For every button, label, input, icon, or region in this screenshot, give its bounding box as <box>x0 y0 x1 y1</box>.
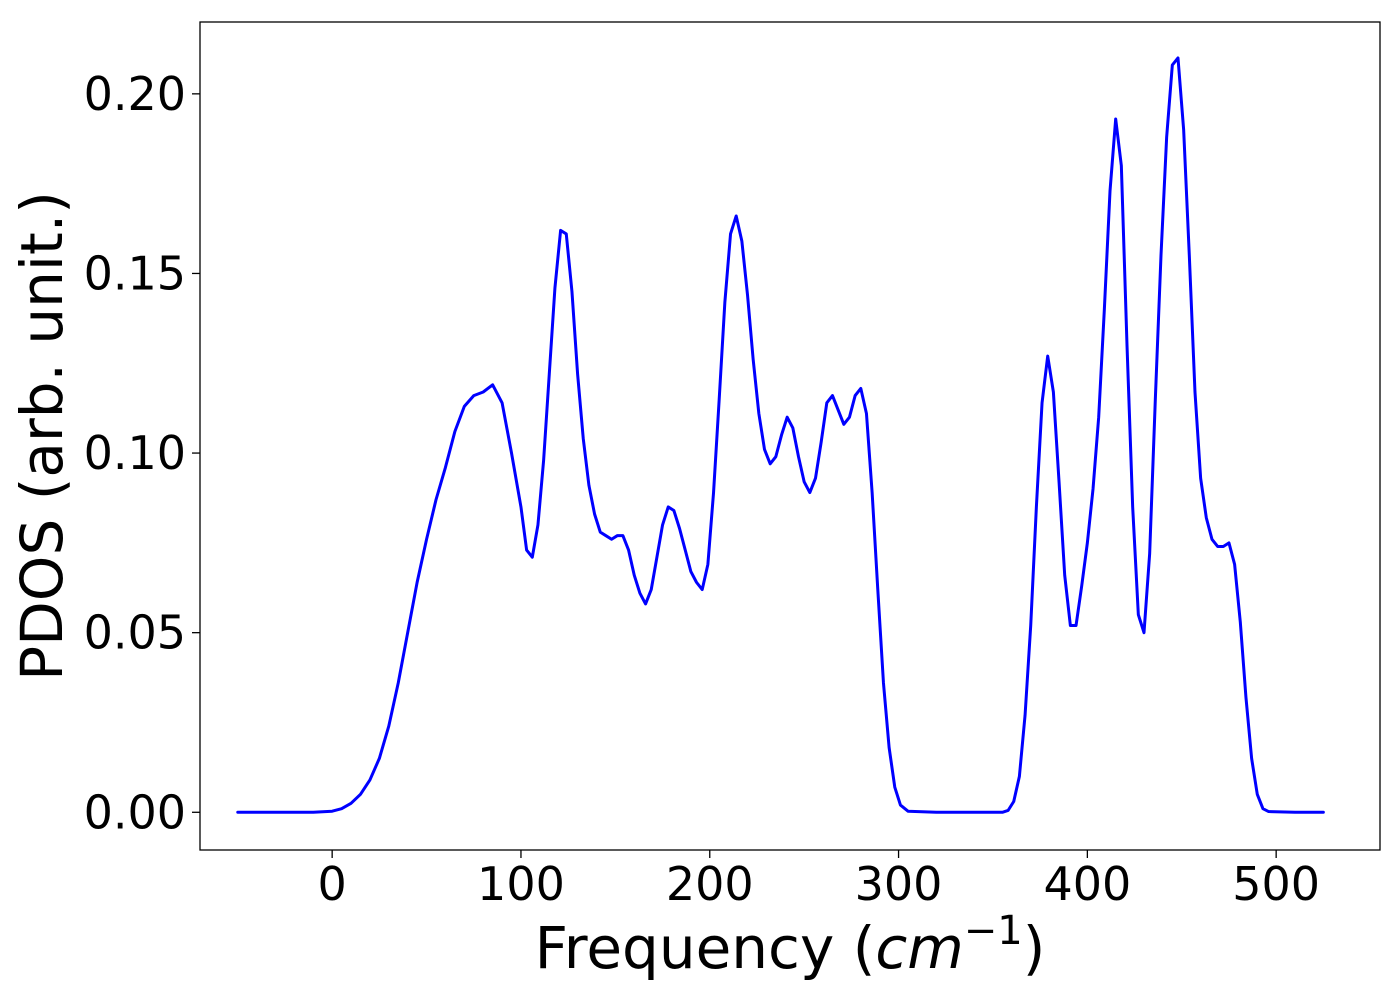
x-tick-label: 0 <box>318 857 347 911</box>
x-axis-label: Frequency (cm−1) <box>535 908 1046 982</box>
x-tick-label: 200 <box>666 857 754 911</box>
x-axis-label-text: Frequency <box>535 914 835 982</box>
pdos-series-line <box>236 56 1325 814</box>
y-tick-label: 0.10 <box>84 426 186 480</box>
plot-area-frame <box>199 21 1381 851</box>
y-axis-label: PDOS (arb. unit.) <box>8 191 76 681</box>
x-tick-label: 300 <box>855 857 943 911</box>
y-tick-label: 0.15 <box>84 246 186 300</box>
x-axis-ticks: 0 100 200 300 400 500 <box>318 850 1320 911</box>
x-tick-label: 400 <box>1043 857 1131 911</box>
y-tick-label: 0.00 <box>84 785 186 839</box>
y-tick-label: 0.20 <box>84 67 186 121</box>
x-tick-label: 500 <box>1232 857 1320 911</box>
y-axis-ticks: 0.00 0.05 0.10 0.15 0.20 <box>84 67 200 839</box>
x-axis-label-exponent: −1 <box>964 908 1023 954</box>
y-tick-label: 0.05 <box>84 606 186 660</box>
x-tick-label: 100 <box>477 857 565 911</box>
x-axis-label-unit: cm <box>875 914 963 982</box>
